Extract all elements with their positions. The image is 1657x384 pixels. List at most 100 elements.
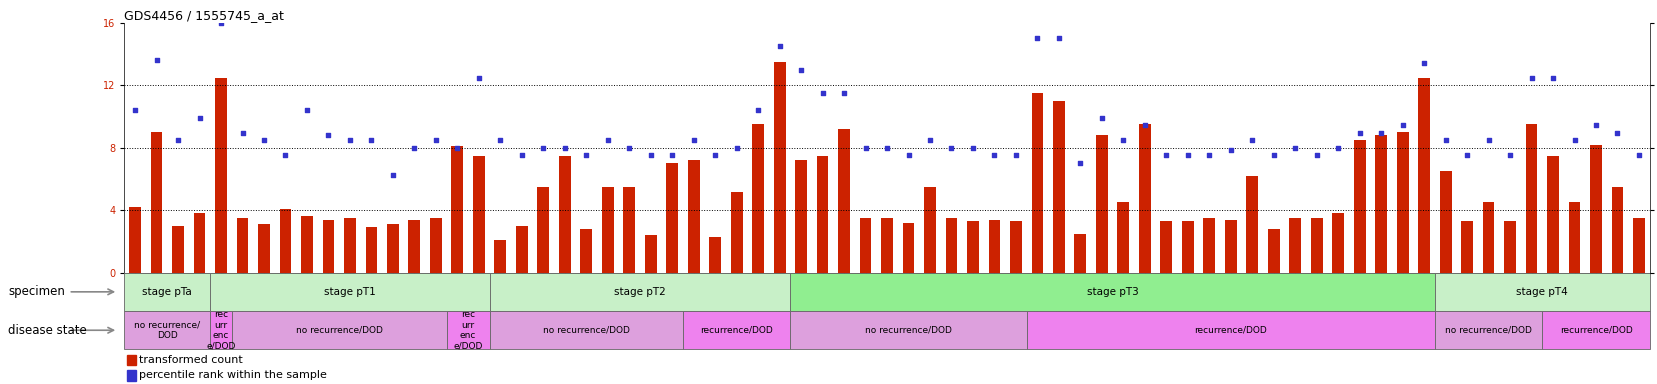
Bar — [709, 237, 721, 273]
Point — [1626, 152, 1652, 159]
Bar — [194, 214, 205, 273]
Point — [873, 145, 900, 151]
Bar — [515, 226, 527, 273]
Point — [744, 108, 771, 114]
Bar — [1460, 221, 1471, 273]
Bar — [343, 218, 356, 273]
Point — [1539, 75, 1566, 81]
Bar — [489, 311, 683, 349]
Bar — [838, 129, 850, 273]
Bar — [124, 273, 210, 311]
Bar — [124, 311, 210, 349]
Bar — [1433, 273, 1649, 311]
Bar — [1031, 93, 1042, 273]
Point — [1152, 152, 1178, 159]
Bar — [1160, 221, 1171, 273]
Point — [143, 58, 169, 64]
Bar — [731, 192, 742, 273]
Bar — [1052, 101, 1064, 273]
Bar — [429, 218, 441, 273]
Bar — [1354, 140, 1365, 273]
Bar — [601, 187, 613, 273]
Bar — [210, 311, 232, 349]
Bar — [623, 187, 635, 273]
Point — [1518, 75, 1544, 81]
Point — [1002, 152, 1029, 159]
Point — [1496, 152, 1523, 159]
Bar — [944, 218, 956, 273]
Text: no recurrence/DOD: no recurrence/DOD — [865, 326, 951, 335]
Bar — [645, 235, 656, 273]
Bar — [1611, 187, 1622, 273]
Point — [1281, 145, 1307, 151]
Bar — [790, 311, 1026, 349]
Point — [981, 152, 1007, 159]
Bar — [683, 311, 790, 349]
Point — [1389, 122, 1415, 129]
Bar — [237, 218, 249, 273]
Point — [293, 108, 320, 114]
Bar — [1181, 221, 1193, 273]
Point — [164, 137, 191, 144]
Point — [1432, 137, 1458, 144]
Point — [272, 152, 298, 159]
Point — [616, 145, 643, 151]
Bar — [446, 311, 489, 349]
Point — [250, 137, 277, 144]
Point — [1130, 122, 1157, 129]
Point — [207, 20, 234, 26]
Point — [701, 152, 727, 159]
Point — [1561, 137, 1587, 144]
Point — [1324, 145, 1350, 151]
Point — [552, 145, 578, 151]
Point — [1110, 137, 1137, 144]
Point — [487, 137, 514, 144]
Point — [1582, 122, 1609, 129]
Bar — [1481, 202, 1493, 273]
Point — [1259, 152, 1286, 159]
Point — [1410, 60, 1437, 66]
Bar — [258, 224, 270, 273]
Bar — [817, 156, 828, 273]
Point — [530, 145, 557, 151]
Bar — [151, 132, 162, 273]
Bar — [1417, 78, 1430, 273]
Point — [1067, 160, 1094, 166]
Point — [938, 145, 964, 151]
Bar — [472, 156, 484, 273]
Bar — [923, 187, 935, 273]
Bar — [988, 220, 999, 273]
Point — [636, 152, 663, 159]
Point — [1453, 152, 1480, 159]
Bar — [1503, 221, 1514, 273]
Bar — [558, 156, 570, 273]
Bar — [1203, 218, 1215, 273]
Point — [379, 172, 406, 179]
Point — [852, 145, 878, 151]
Bar — [1026, 311, 1433, 349]
Text: stage pT3: stage pT3 — [1085, 287, 1138, 297]
Point — [595, 137, 621, 144]
Point — [722, 145, 749, 151]
Text: specimen: specimen — [8, 285, 65, 298]
Bar — [1568, 202, 1579, 273]
Point — [766, 43, 792, 49]
Text: stage pT4: stage pT4 — [1516, 287, 1568, 297]
Bar — [210, 273, 489, 311]
Text: recurrence/DOD: recurrence/DOD — [1559, 326, 1632, 335]
Point — [423, 137, 449, 144]
Bar — [323, 220, 335, 273]
Bar — [1546, 156, 1558, 273]
Point — [916, 137, 943, 144]
Text: disease state: disease state — [8, 324, 86, 337]
Bar — [1246, 176, 1258, 273]
Bar — [1433, 311, 1541, 349]
Bar — [1074, 233, 1085, 273]
Point — [1367, 130, 1394, 136]
Text: no recurrence/DOD: no recurrence/DOD — [295, 326, 383, 335]
Bar — [1117, 202, 1128, 273]
Bar — [1289, 218, 1301, 273]
Bar — [666, 164, 678, 273]
Bar — [280, 209, 292, 273]
Bar — [126, 370, 136, 381]
